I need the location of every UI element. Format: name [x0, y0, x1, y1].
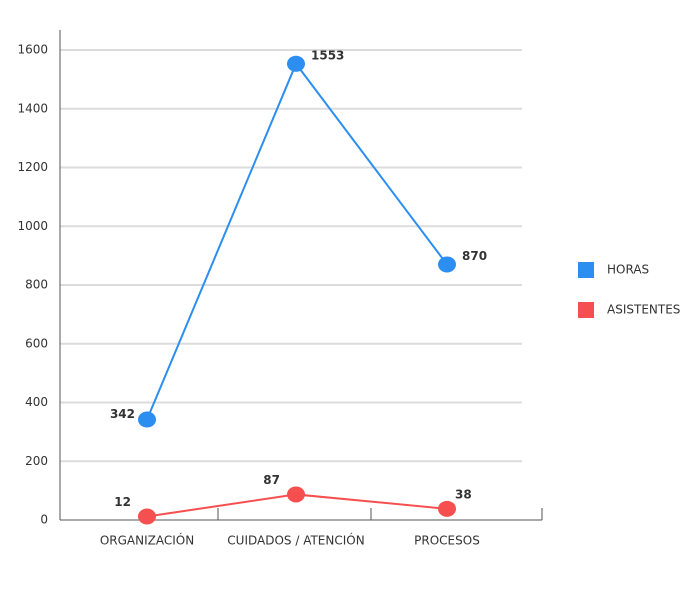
data-point [438, 256, 456, 273]
y-tick-label: 200 [25, 454, 48, 468]
data-label: 12 [114, 495, 131, 509]
y-tick-label: 800 [25, 278, 48, 292]
data-label: 38 [455, 487, 472, 501]
legend-label: HORAS [607, 263, 649, 277]
data-label: 87 [263, 473, 280, 487]
x-tick-label: ORGANIZACIÓN [100, 533, 194, 548]
data-point [138, 411, 156, 428]
x-tick-label: PROCESOS [414, 534, 480, 548]
y-tick-label: 1400 [17, 101, 48, 115]
y-tick-label: 400 [25, 395, 48, 409]
y-tick-label: 0 [40, 513, 48, 527]
data-label: 1553 [311, 48, 344, 62]
data-point [138, 508, 156, 525]
data-point [438, 500, 456, 517]
data-label: 342 [110, 407, 135, 421]
y-tick-label: 1200 [17, 160, 48, 174]
y-tick-label: 600 [25, 336, 48, 350]
y-tick-label: 1600 [17, 43, 48, 57]
legend-label: ASISTENTES [607, 303, 680, 317]
data-point [287, 486, 305, 503]
legend-swatch [578, 262, 594, 278]
series-line [146, 61, 448, 420]
legend-swatch [578, 302, 594, 318]
data-label: 870 [462, 249, 487, 263]
y-tick-label: 1000 [17, 219, 48, 233]
data-point [287, 55, 305, 72]
x-tick-label: CUIDADOS / ATENCIÓN [227, 533, 364, 548]
